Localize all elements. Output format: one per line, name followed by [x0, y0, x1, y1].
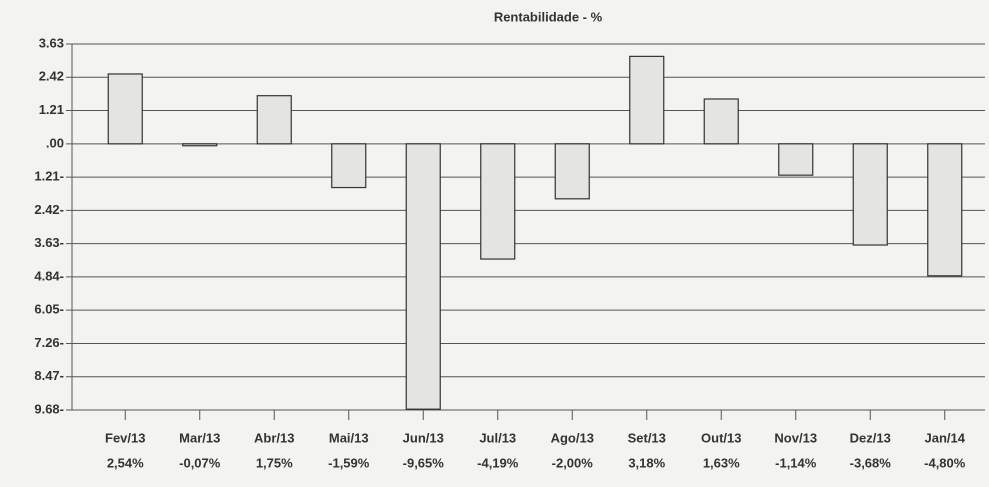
bar [554, 143, 590, 200]
x-tick-label: Ago/13 [551, 430, 594, 445]
value-label: -2,00% [552, 455, 594, 470]
y-tick-label: 2.42 [39, 69, 64, 84]
y-tick-label: 1.21- [34, 169, 64, 184]
x-tick-label: Dez/13 [850, 430, 891, 445]
bar [852, 143, 888, 246]
x-tick-label: Set/13 [628, 430, 666, 445]
y-tick-label: 2.42- [34, 202, 64, 217]
y-tick-label: 4.84- [34, 268, 64, 283]
bar [256, 95, 292, 145]
x-tick-label: Fev/13 [105, 430, 145, 445]
value-label: 2,54% [107, 455, 144, 470]
x-tick-label: Out/13 [701, 430, 741, 445]
x-tick-label: Jul/13 [479, 430, 516, 445]
y-tick-label: 3.63- [34, 235, 64, 250]
value-label: -9,65% [403, 455, 445, 470]
value-label: 1,63% [703, 455, 740, 470]
value-label: 1,75% [256, 455, 293, 470]
x-tick-label: Mai/13 [329, 430, 369, 445]
x-tick-label: Jun/13 [403, 430, 444, 445]
bar [331, 143, 367, 189]
bar [703, 98, 739, 145]
bar [182, 143, 218, 147]
x-tick-label: Nov/13 [774, 430, 817, 445]
bar [778, 143, 814, 176]
x-tick-label: Abr/13 [254, 430, 294, 445]
value-label: 3,18% [628, 455, 665, 470]
y-tick-label: 8.47- [34, 368, 64, 383]
value-label: -3,68% [850, 455, 892, 470]
bar [927, 143, 963, 277]
bar [405, 143, 441, 410]
bar [629, 55, 665, 145]
x-tick-label: Jan/14 [925, 430, 966, 445]
chart-title: Rentabilidade - % [494, 9, 603, 24]
value-label: -4,80% [924, 455, 966, 470]
bar [107, 73, 143, 145]
y-tick-label: 1.21 [39, 102, 64, 117]
bar [480, 143, 516, 260]
y-tick-label: 3.63 [39, 35, 64, 50]
y-tick-label: 7.26- [34, 335, 64, 350]
x-tick-label: Mar/13 [179, 430, 220, 445]
y-tick-label: 9.68- [34, 401, 64, 416]
value-label: -1,14% [775, 455, 817, 470]
value-label: -4,19% [477, 455, 519, 470]
y-tick-label: 6.05- [34, 302, 64, 317]
value-label: -0,07% [179, 455, 221, 470]
y-tick-label: .00 [46, 135, 64, 150]
value-label: -1,59% [328, 455, 370, 470]
